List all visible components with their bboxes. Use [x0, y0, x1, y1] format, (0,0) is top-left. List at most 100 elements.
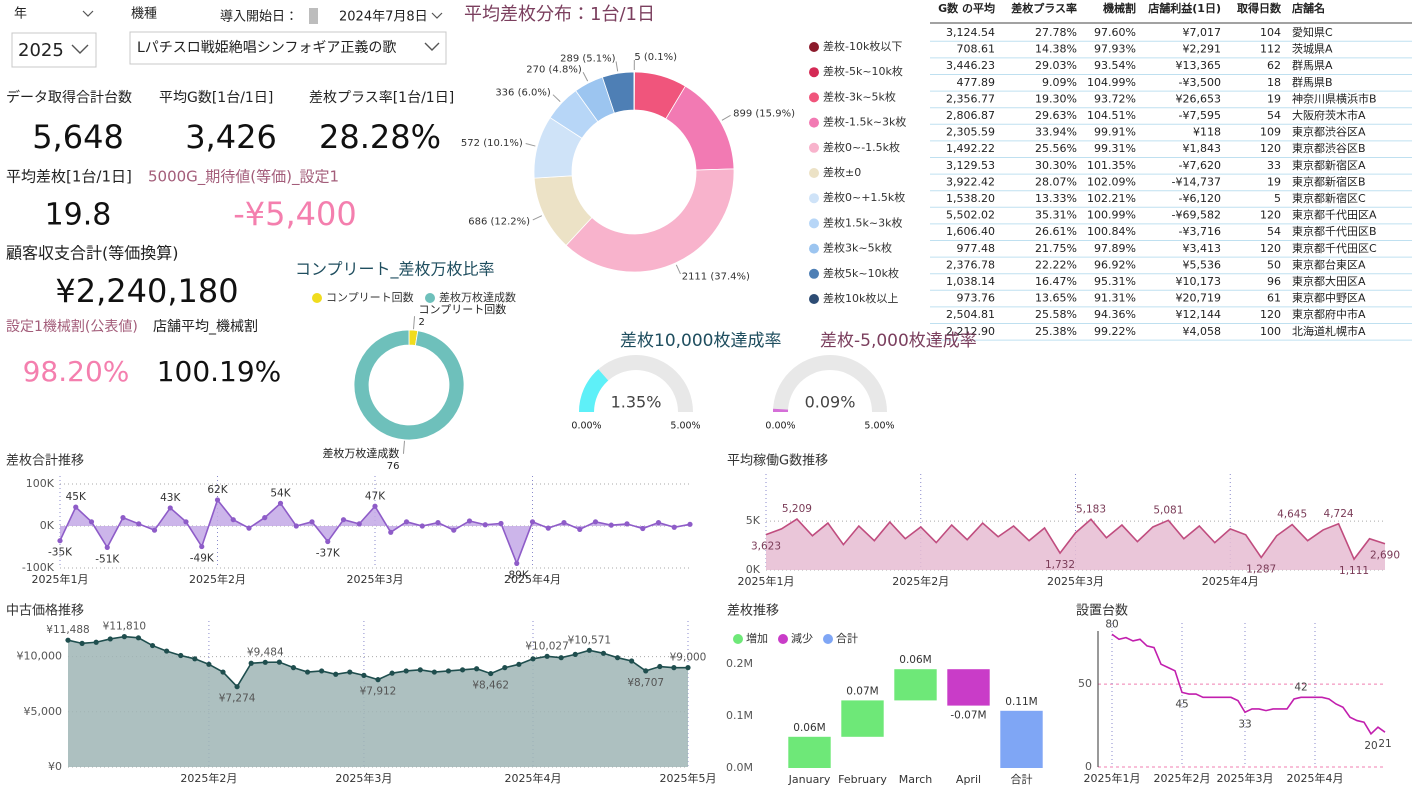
point: [614, 655, 621, 661]
y-tick-label: 5K: [746, 514, 761, 527]
y-tick-label: ¥5,000: [24, 705, 63, 718]
data-label: ¥11,488: [46, 624, 89, 636]
table-cell: 1,038.14: [946, 275, 995, 288]
data-label: 80: [1105, 618, 1118, 630]
data-label: 33: [1238, 718, 1251, 730]
point: [183, 519, 189, 525]
data-label: 42: [1294, 681, 1307, 693]
data-label: ¥7,274: [219, 693, 256, 705]
gauge-tick-label: 5.00%: [670, 421, 700, 432]
data-label: 54K: [270, 487, 291, 499]
data-label: 21: [1378, 738, 1391, 750]
point: [502, 665, 508, 671]
data-label: 20: [1364, 740, 1377, 752]
kpi-label: 平均差枚[1台/1日]: [6, 168, 132, 186]
gauge-track: [579, 355, 693, 412]
chevron[interactable]: [82, 10, 94, 17]
chart-title: 設置台数: [1076, 603, 1128, 619]
table-cell: 477.89: [957, 76, 996, 89]
table-cell: ¥26,653: [1176, 92, 1222, 105]
point: [290, 665, 297, 671]
point: [276, 659, 282, 665]
table-cell: 13.33%: [1035, 192, 1077, 205]
slice-label: 5 (0.1%): [634, 52, 677, 63]
table-cell: 102.21%: [1087, 192, 1136, 205]
point: [388, 529, 394, 535]
point: [107, 636, 113, 642]
x-tick-label: 合計: [1011, 772, 1033, 786]
table-cell: 13.65%: [1035, 292, 1077, 305]
point: [643, 668, 649, 674]
chart-title: 平均稼働G数推移: [727, 454, 828, 469]
table-cell: 102.09%: [1087, 175, 1136, 188]
legend-label: 差枚1.5k~3k枚: [823, 215, 902, 229]
table-cell: 18: [1267, 76, 1281, 89]
chevron[interactable]: [431, 12, 443, 19]
legend-label: 差枚万枚達成数: [439, 290, 516, 304]
point: [372, 503, 378, 509]
point: [333, 671, 339, 677]
table-cell: 東京都千代田区B: [1292, 225, 1377, 238]
data-label: 5,209: [782, 503, 812, 515]
slice-label: 差枚万枚達成数: [322, 446, 399, 460]
table-cell: 99.22%: [1094, 325, 1136, 338]
y-tick-label: 0: [1085, 760, 1092, 773]
table-cell: 茨城県A: [1292, 43, 1333, 56]
table-cell: 群馬県A: [1292, 58, 1333, 72]
legend-label: 差枚5k~10k枚: [823, 266, 899, 280]
x-tick-label: 2025年4月: [1202, 574, 1259, 588]
table-cell: 97.89%: [1094, 242, 1136, 255]
x-tick-label: February: [838, 773, 887, 786]
kpi-label: 5000G_期待値(等価)_設定1: [148, 168, 339, 187]
table-cell: ¥2,291: [1183, 43, 1222, 56]
filter-value: Lパチスロ戦姫絶唱シンフォギア正義の歌: [137, 39, 396, 56]
point: [120, 515, 126, 521]
chart-title: コンプリート_差枚万枚比率: [295, 260, 495, 280]
legend-label: 増加: [746, 632, 768, 645]
chevron[interactable]: [424, 42, 440, 51]
data-label: -37K: [316, 548, 341, 560]
legend-swatch: [312, 293, 322, 303]
leader-line: [582, 72, 589, 82]
point: [262, 515, 268, 521]
slice-label: コンプリート回数: [419, 303, 507, 316]
point: [178, 652, 184, 659]
table-cell: 25.38%: [1035, 325, 1077, 338]
table-cell: 東京都千代田区A: [1292, 209, 1377, 222]
table-cell: 50: [1267, 258, 1281, 271]
kpi-label: 店舗平均_機械割: [153, 319, 258, 335]
data-label: ¥9,484: [247, 646, 284, 658]
slice-value: 76: [387, 461, 400, 472]
date-slider-handle[interactable]: [309, 8, 318, 24]
y-tick-label: 50: [1078, 677, 1092, 690]
table-cell: 2,376.78: [946, 258, 995, 271]
legend-swatch: [809, 142, 819, 153]
table-cell: 99.91%: [1094, 126, 1136, 139]
y-tick-label: 0K: [40, 519, 55, 532]
slice-label: 289 (5.1%): [560, 53, 616, 64]
point: [451, 527, 457, 533]
table-cell: 25.58%: [1035, 308, 1077, 321]
table-cell: 東京都新宿区B: [1292, 174, 1366, 188]
data-label: 0.06M: [899, 654, 931, 666]
model-dropdown[interactable]: [129, 31, 447, 65]
table-cell: 120: [1260, 242, 1281, 255]
table-cell: 54: [1267, 225, 1281, 238]
point: [93, 639, 99, 645]
point: [309, 519, 315, 525]
table-cell: 22.22%: [1035, 258, 1077, 271]
chevron[interactable]: [71, 44, 89, 54]
chart-title: 差枚10,000枚達成率: [620, 331, 781, 351]
point: [577, 526, 583, 532]
table-cell: 東京都大田区A: [1292, 274, 1366, 288]
point: [544, 653, 550, 659]
year-dropdown[interactable]: [11, 32, 97, 68]
table-cell: 群馬県B: [1292, 75, 1333, 89]
data-label: -51K: [95, 553, 120, 565]
legend-swatch: [809, 294, 819, 304]
table-cell: 104.99%: [1087, 76, 1136, 89]
point: [572, 651, 578, 657]
y-tick-label: 0.2M: [726, 657, 753, 670]
slice-label: 572 (10.1%): [461, 138, 523, 149]
point: [104, 544, 110, 551]
